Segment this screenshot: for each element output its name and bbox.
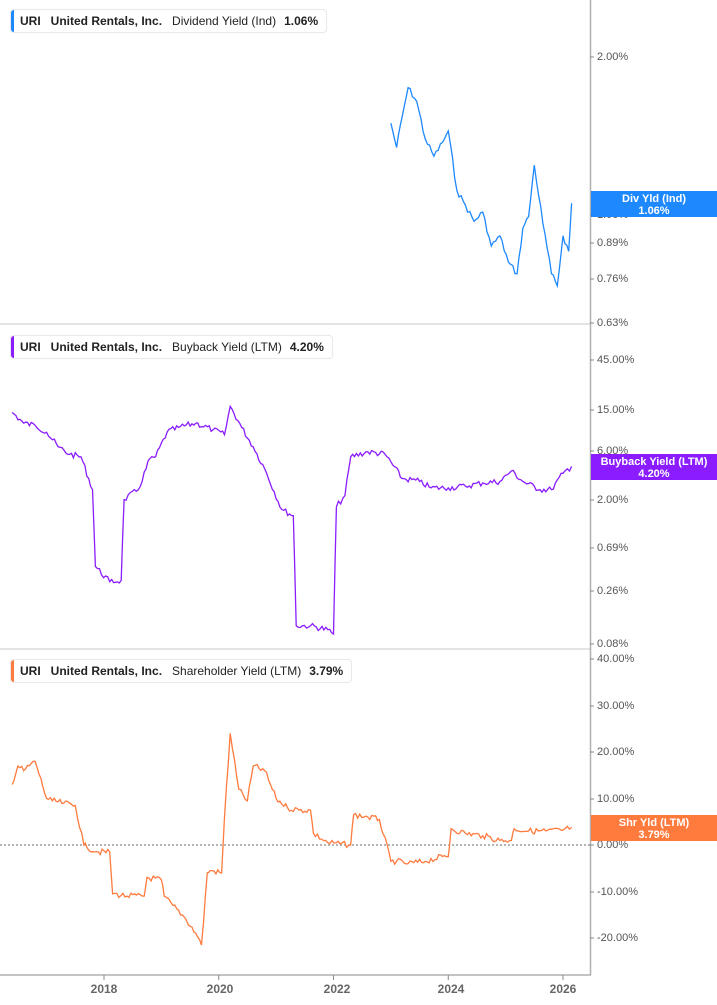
y-tick-label: 0.89% bbox=[597, 237, 629, 249]
legend-dividend-yield: URI United Rentals, Inc. Dividend Yield … bbox=[10, 9, 328, 33]
legend-company: United Rentals, Inc. bbox=[50, 14, 163, 28]
x-tick-label: 2026 bbox=[549, 982, 577, 996]
legend-value: 1.06% bbox=[284, 14, 319, 28]
shareholder-yield-series bbox=[11, 733, 573, 946]
y-tick-label: 0.26% bbox=[597, 585, 629, 597]
last-value-flag-buyback: Buyback Yield (LTM) 4.20% bbox=[591, 454, 717, 480]
legend-buyback-yield: URI United Rentals, Inc. Buyback Yield (… bbox=[10, 335, 333, 359]
legend-company: United Rentals, Inc. bbox=[50, 340, 163, 354]
y-tick-label: 0.00% bbox=[597, 839, 629, 851]
legend-ticker: URI bbox=[20, 14, 41, 28]
y-tick-label: 0.63% bbox=[597, 317, 629, 329]
series-color-swatch bbox=[11, 660, 14, 682]
legend-company: United Rentals, Inc. bbox=[50, 664, 163, 678]
y-tick-label: 30.00% bbox=[597, 700, 635, 712]
axis-ticks bbox=[103, 56, 594, 980]
y-tick-label: 2.00% bbox=[597, 494, 629, 506]
flag-label: Buyback Yield (LTM) bbox=[600, 456, 708, 468]
legend-value: 3.79% bbox=[309, 664, 344, 678]
y-tick-label: -20.00% bbox=[597, 932, 638, 944]
flag-value: 4.20% bbox=[638, 468, 670, 480]
last-value-flag-dividend: Div Yld (Ind) 1.06% bbox=[591, 191, 717, 217]
dividend-yield-series bbox=[390, 86, 573, 289]
y-tick-label: 0.76% bbox=[597, 273, 629, 285]
legend-value: 4.20% bbox=[289, 340, 324, 354]
y-tick-label: -10.00% bbox=[597, 886, 638, 898]
flag-label: Div Yld (Ind) bbox=[622, 193, 686, 205]
series-color-swatch bbox=[11, 10, 14, 32]
x-tick-label: 2018 bbox=[90, 982, 118, 996]
legend-ticker: URI bbox=[20, 340, 41, 354]
x-tick-label: 2020 bbox=[206, 982, 234, 996]
legend-metric: Shareholder Yield (LTM) bbox=[172, 664, 302, 678]
x-tick-label: 2022 bbox=[323, 982, 351, 996]
y-tick-label: 0.69% bbox=[597, 542, 629, 554]
legend-shareholder-yield: URI United Rentals, Inc. Shareholder Yie… bbox=[10, 659, 353, 683]
y-tick-label: 20.00% bbox=[597, 746, 635, 758]
y-tick-label: 2.00% bbox=[597, 51, 629, 63]
flag-value: 1.06% bbox=[638, 205, 670, 217]
y-tick-label: 40.00% bbox=[597, 653, 635, 665]
last-value-flag-shareholder: Shr Yld (LTM) 3.79% bbox=[591, 815, 717, 841]
legend-metric: Buyback Yield (LTM) bbox=[172, 340, 282, 354]
y-tick-label: 0.08% bbox=[597, 638, 629, 650]
buyback-yield-series bbox=[11, 404, 573, 636]
y-tick-label: 10.00% bbox=[597, 793, 635, 805]
legend-metric: Dividend Yield (Ind) bbox=[172, 14, 277, 28]
y-tick-label: 15.00% bbox=[597, 404, 635, 416]
legend-ticker: URI bbox=[20, 664, 41, 678]
y-tick-label: 45.00% bbox=[597, 354, 635, 366]
flag-value: 3.79% bbox=[638, 829, 670, 841]
flag-label: Shr Yld (LTM) bbox=[618, 817, 690, 829]
x-tick-label: 2024 bbox=[437, 982, 465, 996]
series-color-swatch bbox=[11, 336, 14, 358]
